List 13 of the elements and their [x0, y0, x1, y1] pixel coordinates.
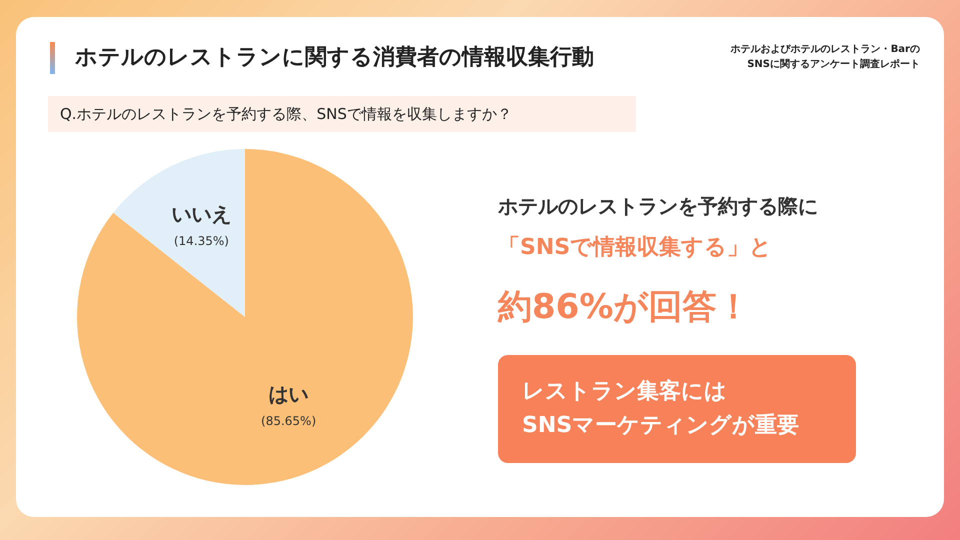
data-label: (85.65%) [261, 414, 316, 428]
text: ホテルのレストランを予約する際に [498, 193, 818, 220]
text: ホテルおよびホテルのレストラン・Barの SNSに関するアンケート調査レポート [730, 43, 920, 72]
pie-slice [113, 149, 245, 317]
text: 約86%が回答！ [498, 286, 750, 329]
text: レストラン集客には SNSマーケティングが重要 [498, 355, 856, 463]
chart-title: ホテルのレストランに関する消費者の情報収集行動 [75, 44, 594, 72]
data-label: (14.35%) [174, 234, 229, 248]
slice-label: はい [268, 382, 309, 406]
text: 「SNSで情報収集する」と [498, 234, 772, 262]
slice-label: いいえ [171, 202, 232, 226]
pie-slice [77, 149, 413, 485]
chart-subtitle: Q.ホテルのレストランを予約する際、SNSで情報を収集しますか？ [48, 96, 636, 132]
